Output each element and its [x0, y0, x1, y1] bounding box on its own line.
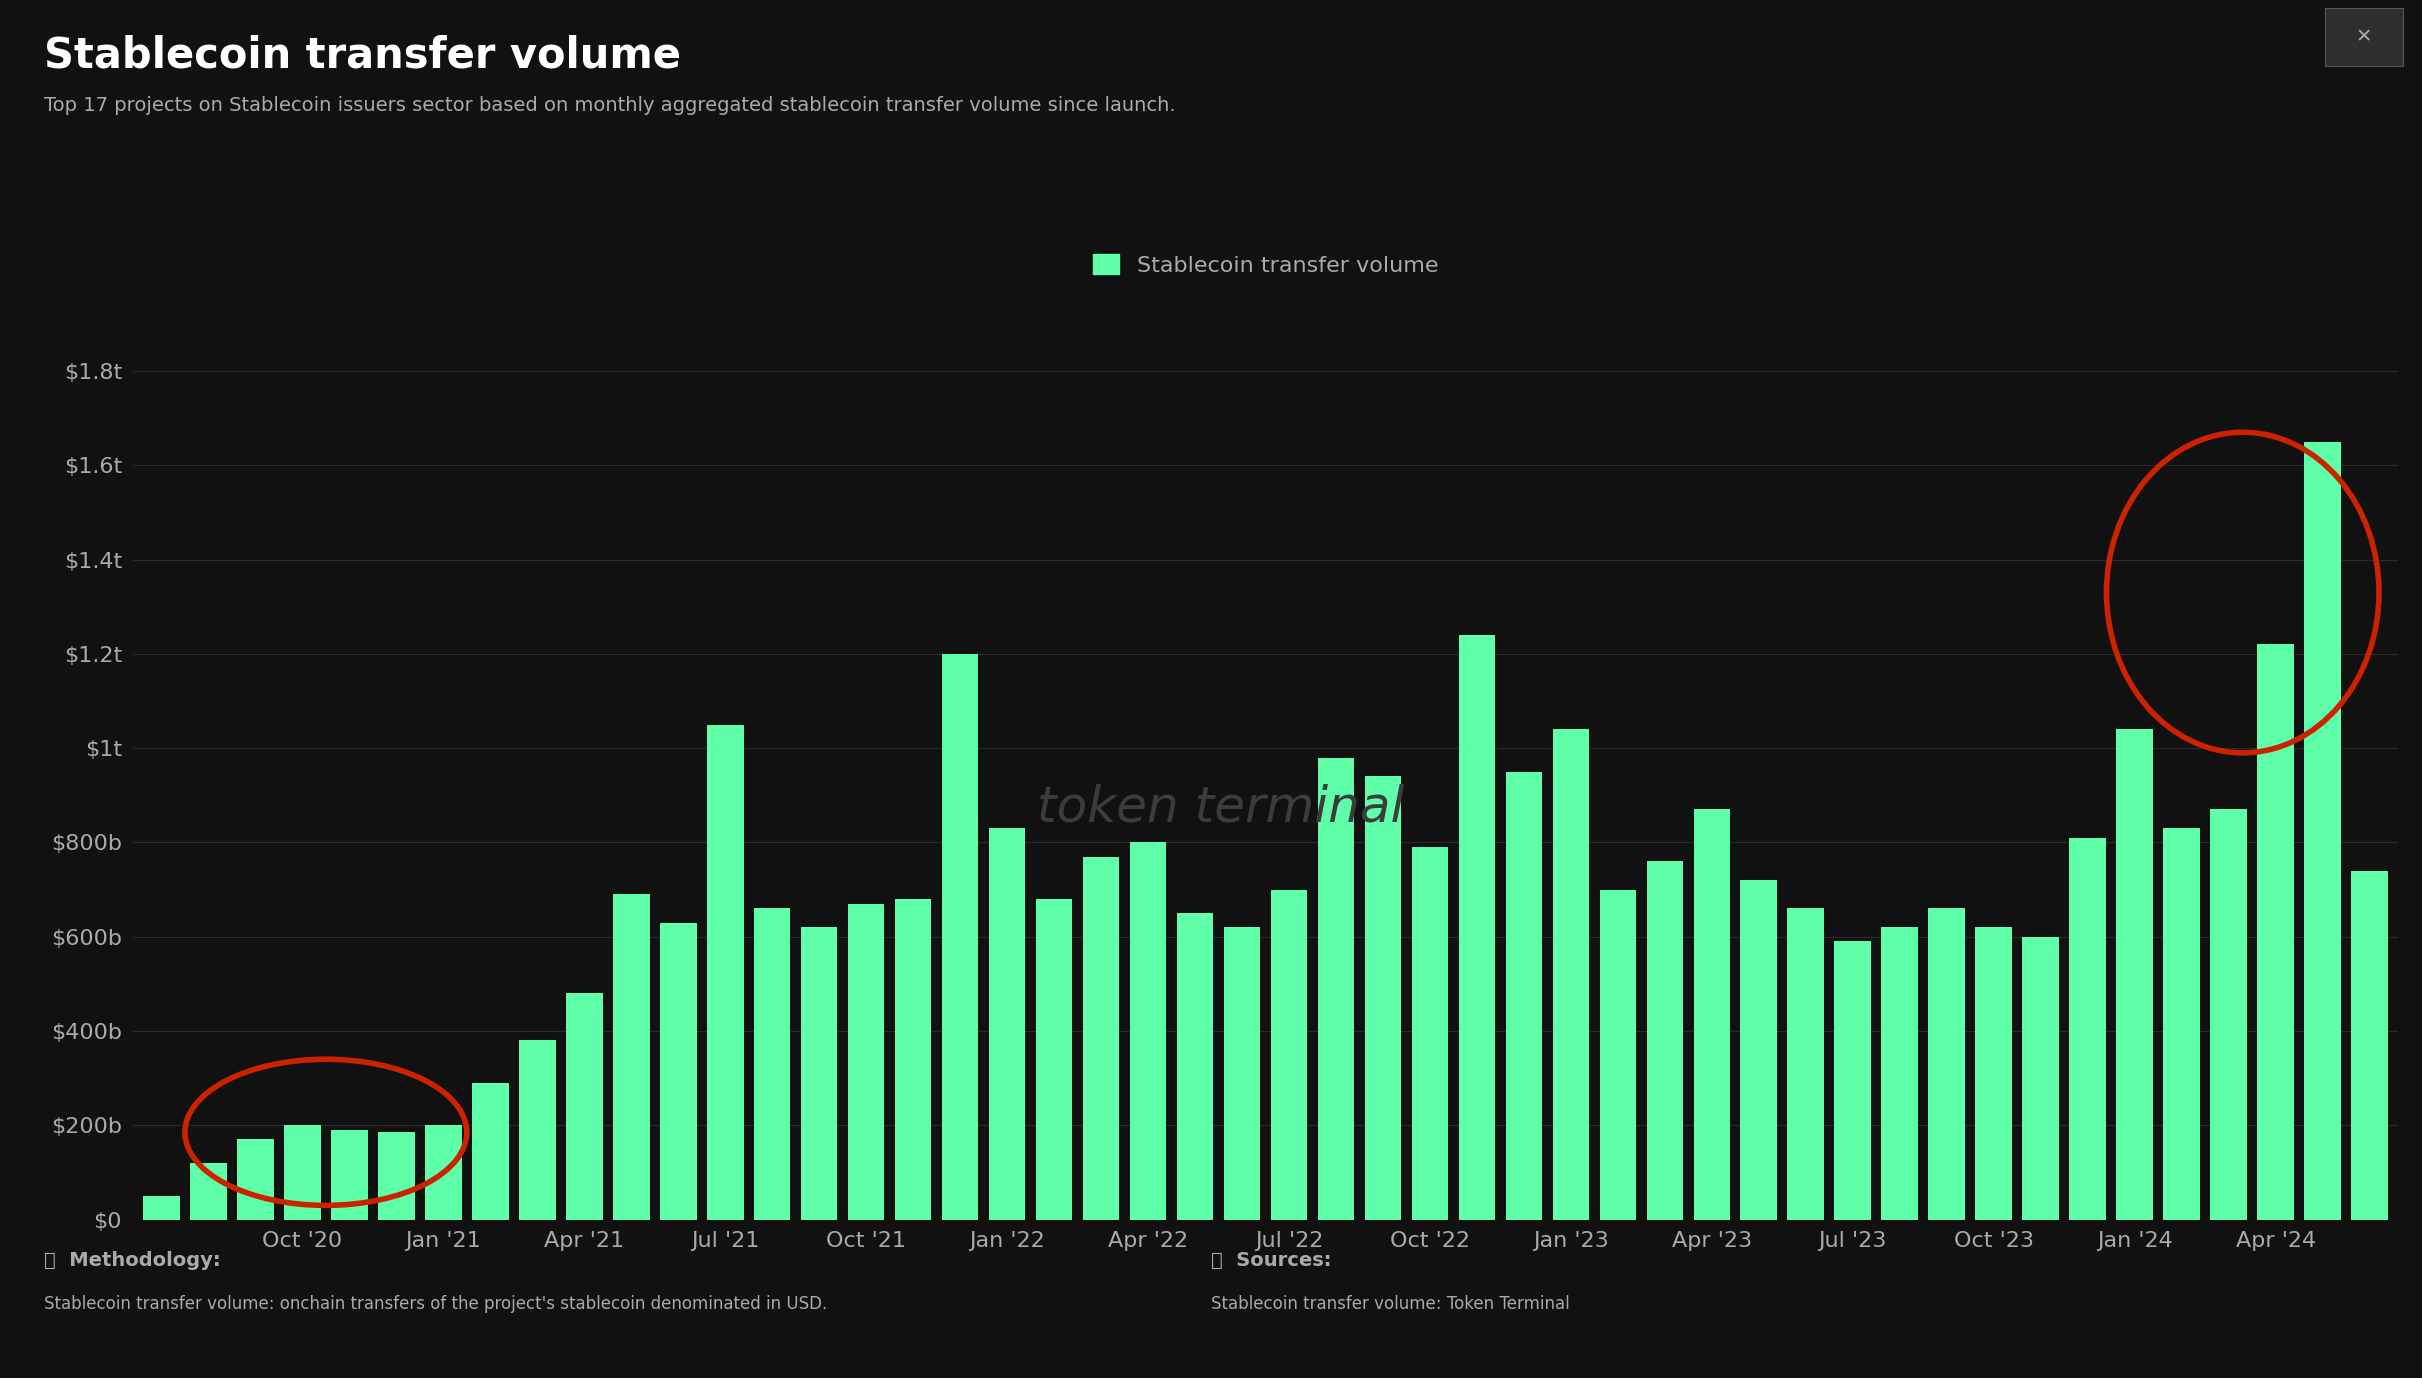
Bar	[1599, 890, 1637, 1220]
Bar	[567, 994, 603, 1220]
Bar	[237, 1140, 274, 1220]
Bar	[189, 1163, 228, 1220]
Bar	[1037, 898, 1073, 1220]
Bar	[659, 922, 698, 1220]
Bar	[2303, 442, 2342, 1220]
Bar	[1693, 809, 1729, 1220]
Bar	[378, 1133, 414, 1220]
Text: Stablecoin transfer volume: Token Terminal: Stablecoin transfer volume: Token Termin…	[1211, 1295, 1569, 1313]
Text: ⓘ  Methodology:: ⓘ Methodology:	[44, 1251, 220, 1271]
Bar	[988, 828, 1025, 1220]
Bar	[1177, 914, 1213, 1220]
Bar	[1553, 729, 1589, 1220]
Bar	[332, 1130, 368, 1220]
Bar	[1928, 908, 1964, 1220]
Text: Stablecoin transfer volume: onchain transfers of the project's stablecoin denomi: Stablecoin transfer volume: onchain tran…	[44, 1295, 826, 1313]
Bar	[2117, 729, 2153, 1220]
Text: Top 17 projects on Stablecoin issuers sector based on monthly aggregated stablec: Top 17 projects on Stablecoin issuers se…	[44, 96, 1175, 116]
Bar	[1833, 941, 1872, 1220]
Bar	[1223, 927, 1259, 1220]
Bar	[2211, 809, 2248, 1220]
Bar	[1318, 758, 1354, 1220]
Legend: Stablecoin transfer volume: Stablecoin transfer volume	[1083, 245, 1448, 285]
Bar	[1882, 927, 1918, 1220]
Bar	[1412, 847, 1448, 1220]
Bar	[518, 1040, 555, 1220]
Text: ✕: ✕	[2357, 28, 2371, 47]
Bar	[143, 1196, 179, 1220]
Text: token terminal: token terminal	[1037, 784, 1405, 831]
Bar	[1458, 635, 1494, 1220]
Bar	[1506, 772, 1543, 1220]
Bar	[1272, 890, 1308, 1220]
Bar	[2068, 838, 2107, 1220]
Bar	[707, 725, 744, 1220]
Bar	[2257, 645, 2294, 1220]
Bar	[894, 898, 932, 1220]
Bar	[613, 894, 649, 1220]
Text: Stablecoin transfer volume: Stablecoin transfer volume	[44, 34, 681, 76]
Bar	[2352, 871, 2388, 1220]
Bar	[472, 1083, 509, 1220]
Bar	[283, 1126, 320, 1220]
Bar	[848, 904, 884, 1220]
Bar	[942, 653, 978, 1220]
Bar	[2163, 828, 2199, 1220]
Bar	[1647, 861, 1683, 1220]
Text: ⓘ  Sources:: ⓘ Sources:	[1211, 1251, 1332, 1271]
Bar	[1083, 857, 1119, 1220]
Bar	[1787, 908, 1824, 1220]
Bar	[753, 908, 790, 1220]
Bar	[424, 1126, 463, 1220]
Bar	[802, 927, 838, 1220]
Bar	[1976, 927, 2013, 1220]
Bar	[1364, 776, 1402, 1220]
Bar	[2022, 937, 2059, 1220]
Bar	[1129, 842, 1167, 1220]
Bar	[1741, 881, 1778, 1220]
